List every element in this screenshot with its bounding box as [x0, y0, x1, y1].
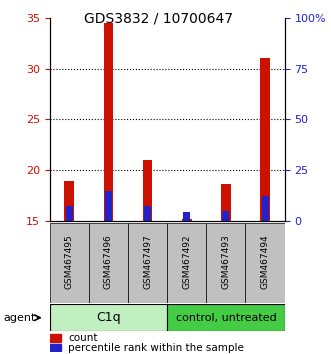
Bar	[50, 344, 61, 351]
Text: count: count	[69, 333, 98, 343]
Bar	[167, 304, 285, 331]
Text: agent: agent	[3, 313, 36, 323]
Text: GSM467496: GSM467496	[104, 234, 113, 289]
Bar	[222, 211, 229, 221]
Text: C1q: C1q	[96, 311, 121, 324]
Bar	[221, 184, 231, 221]
Bar	[182, 219, 192, 221]
Text: GSM467492: GSM467492	[182, 234, 191, 289]
Text: control, untreated: control, untreated	[175, 313, 276, 323]
Text: GDS3832 / 10700647: GDS3832 / 10700647	[84, 11, 233, 25]
Bar	[128, 223, 167, 303]
Text: GSM467497: GSM467497	[143, 234, 152, 289]
Bar	[105, 191, 112, 221]
Bar	[183, 212, 190, 221]
Bar	[143, 160, 153, 221]
Text: GSM467494: GSM467494	[260, 234, 269, 289]
Bar	[50, 334, 61, 342]
Bar	[246, 223, 285, 303]
Bar	[261, 196, 268, 221]
Bar	[50, 223, 89, 303]
Text: GSM467495: GSM467495	[65, 234, 74, 289]
Bar	[206, 223, 246, 303]
Bar	[66, 206, 73, 221]
Bar	[260, 58, 270, 221]
Bar	[144, 206, 151, 221]
Bar	[89, 223, 128, 303]
Bar	[167, 223, 206, 303]
Bar	[50, 304, 167, 331]
Bar	[104, 23, 113, 221]
Text: percentile rank within the sample: percentile rank within the sample	[69, 343, 244, 353]
Text: GSM467493: GSM467493	[221, 234, 230, 289]
Bar	[64, 181, 74, 221]
